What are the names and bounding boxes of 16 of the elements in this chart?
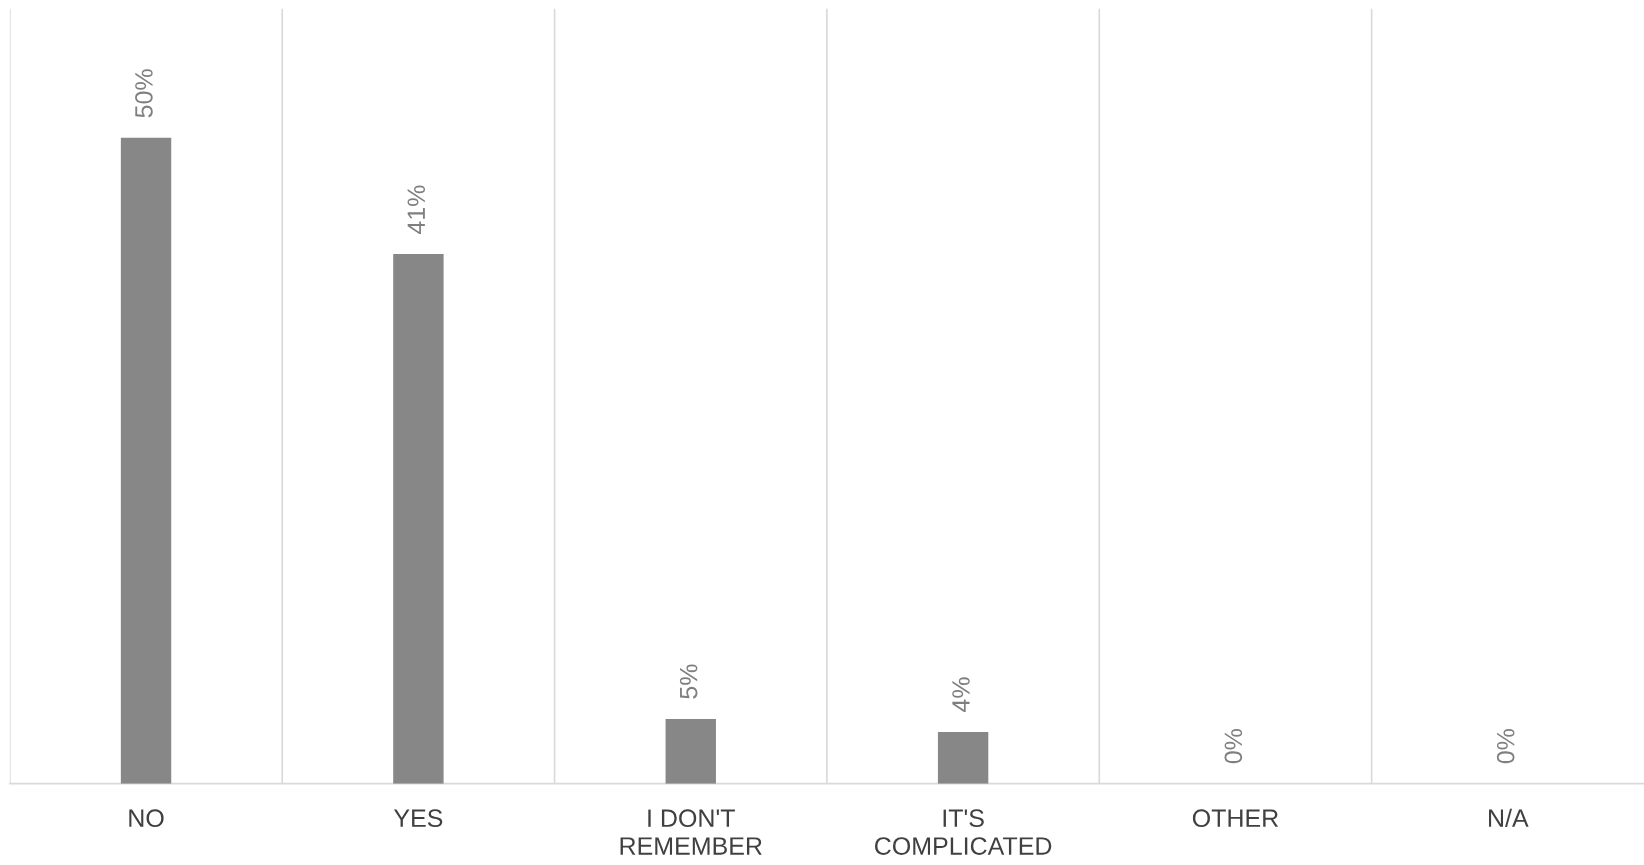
data-label: 5% [679, 664, 698, 699]
bar [120, 137, 172, 784]
data-label: 0% [1224, 729, 1243, 764]
data-label: 4% [952, 677, 970, 712]
bar [665, 719, 716, 784]
x-tick-label: N/A [1489, 808, 1529, 828]
x-tick-label: NO [129, 809, 164, 828]
x-tick-label: IT'S COMPLICATED [875, 809, 1052, 855]
data-label: 41% [407, 185, 426, 235]
data-label: 0% [1496, 729, 1515, 764]
bar [937, 732, 989, 784]
x-tick-label: YES [393, 809, 443, 828]
x-tick-label: OTHER [1192, 809, 1279, 828]
data-label: 50% [135, 69, 153, 118]
x-tick-label: I DON'T REMEMBER [620, 809, 762, 855]
bar [393, 254, 444, 784]
